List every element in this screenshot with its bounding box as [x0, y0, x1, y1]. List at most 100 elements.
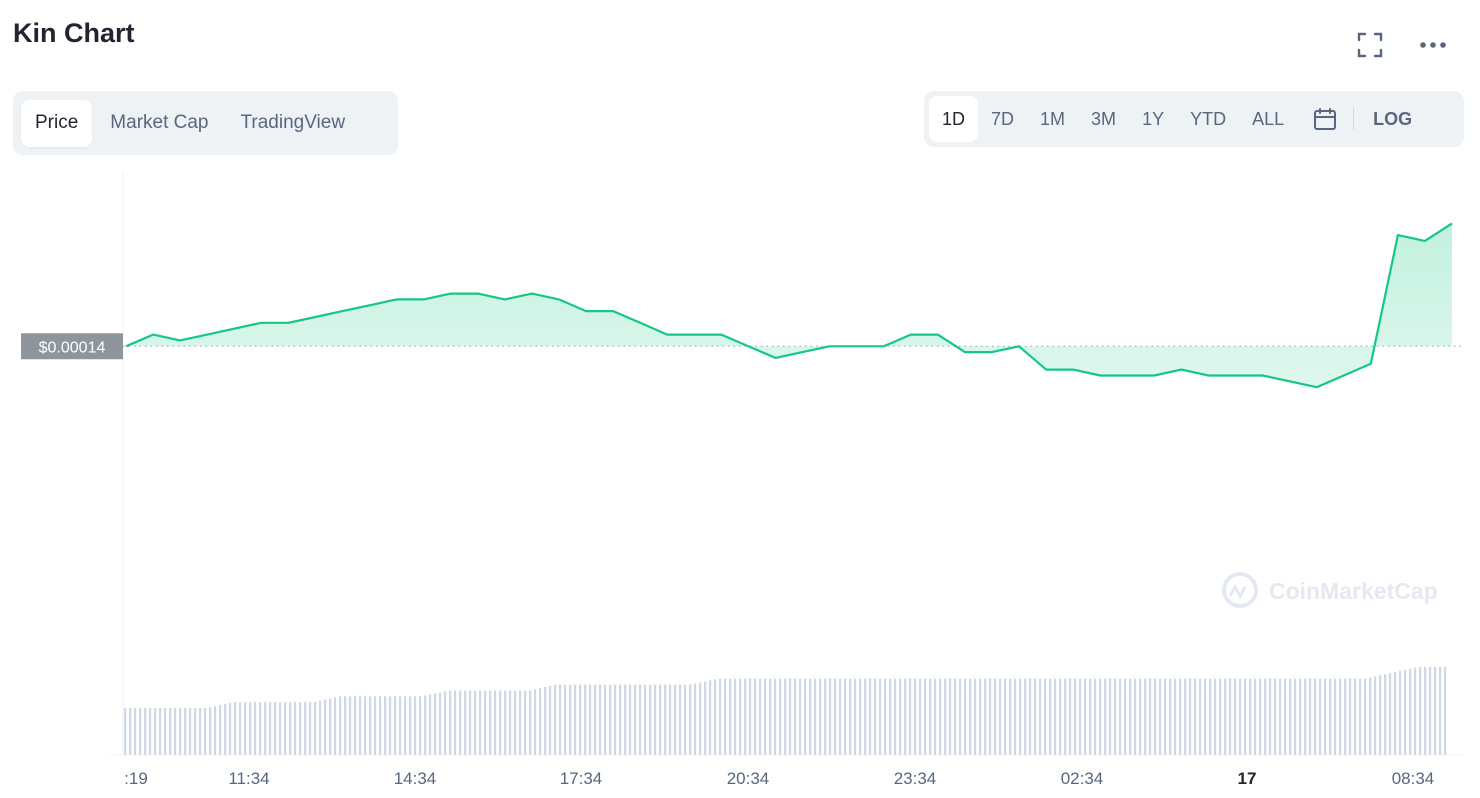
log-scale-toggle[interactable]: LOG — [1373, 108, 1413, 129]
volume-bar — [694, 683, 697, 755]
volume-bar — [1279, 678, 1282, 755]
volume-bar — [149, 708, 152, 755]
volume-bar — [1134, 678, 1137, 755]
volume-bar — [164, 708, 167, 755]
volume-bar — [1349, 678, 1352, 755]
x-tick-label: 14:34 — [394, 769, 437, 788]
volume-bar — [404, 696, 407, 755]
page-title: Kin Chart — [13, 18, 135, 48]
volume-bar — [409, 696, 412, 755]
volume-bar — [189, 708, 192, 755]
volume-bar — [679, 684, 682, 755]
volume-bar — [1044, 678, 1047, 755]
volume-bar — [434, 693, 437, 755]
x-tick-label: 20:34 — [727, 769, 770, 788]
volume-bar — [1199, 678, 1202, 755]
volume-bar — [1024, 678, 1027, 755]
volume-bar — [544, 687, 547, 755]
volume-bar — [1164, 678, 1167, 755]
tab-price[interactable]: Price — [21, 99, 93, 147]
more-options-button[interactable] — [1416, 28, 1450, 62]
coinmarketcap-logo-icon — [1222, 572, 1258, 608]
volume-bar — [604, 684, 607, 755]
volume-bar — [924, 678, 927, 755]
volume-bar — [689, 684, 692, 755]
volume-bar — [579, 684, 582, 755]
baseline-price-label: $0.00014 — [39, 339, 106, 356]
chart-type-tabs: Price Market Cap TradingView — [13, 91, 398, 155]
volume-bar — [1269, 678, 1272, 755]
volume-bar — [784, 678, 787, 755]
time-range-selector: 1D 7D 1M 3M 1Y YTD ALL LOG — [924, 91, 1464, 147]
volume-bar — [904, 678, 907, 755]
range-7d-button[interactable]: 7D — [991, 108, 1015, 129]
volume-bar — [289, 702, 292, 755]
volume-bar — [894, 678, 897, 755]
volume-bar — [1174, 678, 1177, 755]
volume-bar — [309, 702, 312, 755]
volume-bar — [809, 678, 812, 755]
volume-bar — [649, 684, 652, 755]
range-1d-button[interactable]: 1D — [929, 96, 979, 142]
volume-bar — [854, 678, 857, 755]
volume-bar — [1064, 678, 1067, 755]
fullscreen-icon — [1357, 32, 1383, 58]
x-tick-label: 23:34 — [894, 769, 937, 788]
volume-bar — [654, 684, 657, 755]
volume-bar — [769, 678, 772, 755]
tab-tradingview[interactable]: TradingView — [240, 112, 346, 133]
volume-bar — [249, 702, 252, 755]
volume-bar — [1029, 678, 1032, 755]
volume-bar — [779, 678, 782, 755]
date-range-button[interactable] — [1303, 96, 1347, 142]
volume-bar — [834, 678, 837, 755]
x-tick-label: 02:34 — [1061, 769, 1104, 788]
volume-bar — [879, 678, 882, 755]
volume-bar — [789, 678, 792, 755]
volume-bar — [1124, 678, 1127, 755]
volume-bar — [1344, 678, 1347, 755]
volume-bar — [1039, 678, 1042, 755]
volume-bar — [1239, 678, 1242, 755]
volume-bar — [134, 708, 137, 755]
volume-bar — [774, 678, 777, 755]
volume-bar — [159, 708, 162, 755]
volume-bar — [624, 684, 627, 755]
volume-bar — [744, 678, 747, 755]
range-1y-button[interactable]: 1Y — [1142, 108, 1165, 129]
volume-bar — [324, 699, 327, 755]
range-all-button[interactable]: ALL — [1252, 108, 1285, 129]
volume-bar — [494, 690, 497, 755]
volume-bar — [574, 684, 577, 755]
volume-bar — [1144, 678, 1147, 755]
volume-bar — [1014, 678, 1017, 755]
volume-bar — [1329, 678, 1332, 755]
volume-bar — [914, 678, 917, 755]
volume-bar — [909, 678, 912, 755]
volume-bar — [849, 678, 852, 755]
range-1m-button[interactable]: 1M — [1040, 108, 1066, 129]
tab-market-cap[interactable]: Market Cap — [110, 112, 209, 133]
volume-bar — [639, 684, 642, 755]
volume-bar — [559, 684, 562, 755]
volume-bar — [1354, 678, 1357, 755]
volume-bar — [1219, 678, 1222, 755]
volume-bar — [954, 678, 957, 755]
volume-bar — [1274, 678, 1277, 755]
volume-bar — [1059, 678, 1062, 755]
volume-bar — [749, 678, 752, 755]
fullscreen-button[interactable] — [1353, 28, 1387, 62]
volume-bar — [1444, 667, 1447, 755]
volume-bar — [1179, 678, 1182, 755]
range-ytd-button[interactable]: YTD — [1190, 108, 1227, 129]
range-3m-button[interactable]: 3M — [1091, 108, 1117, 129]
volume-bar — [234, 702, 237, 755]
volume-bar — [1319, 678, 1322, 755]
volume-bar — [479, 690, 482, 755]
volume-bar — [1419, 667, 1422, 755]
volume-bar — [629, 684, 632, 755]
volume-bar — [414, 696, 417, 755]
volume-bar — [1439, 667, 1442, 755]
volume-bar — [919, 678, 922, 755]
volume-bar — [399, 696, 402, 755]
